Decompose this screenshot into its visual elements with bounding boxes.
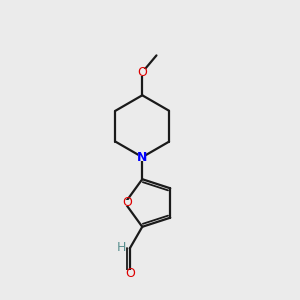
Text: O: O: [125, 267, 135, 280]
Bar: [138, 69, 146, 76]
Text: H: H: [117, 241, 126, 254]
Bar: [126, 270, 134, 277]
Text: O: O: [122, 196, 132, 209]
Bar: [118, 244, 125, 250]
Text: O: O: [137, 66, 147, 79]
Text: N: N: [137, 151, 148, 164]
Bar: [138, 154, 146, 160]
Bar: [123, 200, 131, 206]
